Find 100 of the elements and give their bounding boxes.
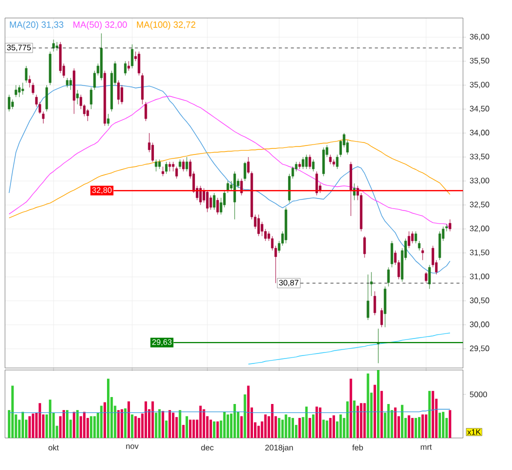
y-tick-label: 36,00 <box>470 34 490 40</box>
bar <box>292 418 294 438</box>
x-tick-label: nov <box>126 444 139 449</box>
bar <box>48 400 52 438</box>
bar <box>271 404 274 438</box>
bar <box>226 414 230 438</box>
candlestick <box>186 156 188 172</box>
bar <box>83 412 86 438</box>
candlestick <box>14 84 18 98</box>
bar <box>318 407 322 438</box>
candlestick <box>52 39 55 52</box>
candlestick <box>158 159 161 170</box>
ref-line-label: 32,80 <box>92 187 112 194</box>
candlestick <box>448 219 452 232</box>
bar <box>22 412 24 438</box>
candlestick <box>322 147 325 176</box>
candlestick <box>69 78 72 90</box>
y-tick-label: 29,50 <box>470 346 490 352</box>
candlestick <box>120 84 124 105</box>
bar <box>192 420 195 438</box>
bar <box>144 401 148 438</box>
candlestick <box>8 94 10 112</box>
y-tick-label: 33,50 <box>470 154 490 160</box>
bar <box>322 420 325 438</box>
bar <box>284 414 288 438</box>
x-tick-label: mrt <box>420 444 432 450</box>
bar <box>66 410 68 438</box>
candlestick <box>168 162 171 172</box>
candlestick <box>216 198 219 215</box>
text: x1K <box>467 429 481 435</box>
bar <box>72 412 76 438</box>
bar <box>308 418 312 438</box>
candlestick <box>199 186 202 206</box>
candlestick <box>244 162 246 182</box>
candlestick <box>117 80 120 105</box>
candlestick <box>144 102 148 122</box>
bar <box>154 412 158 438</box>
bar <box>182 424 185 438</box>
bar <box>212 421 216 438</box>
bar <box>80 416 82 438</box>
bar <box>380 390 383 438</box>
candlestick <box>421 248 424 260</box>
y-tick-label: 32,00 <box>470 226 490 232</box>
candlestick <box>329 154 332 164</box>
bar <box>414 418 418 438</box>
candlestick <box>428 264 431 290</box>
candlestick <box>302 156 304 170</box>
candlestick <box>22 82 24 95</box>
y-tick-label: 32,50 <box>470 202 490 208</box>
candlestick <box>366 274 370 320</box>
bar <box>90 416 92 438</box>
text: MA(50) 32,00 <box>73 21 127 30</box>
x-tick-label: okt <box>48 444 59 450</box>
candlestick <box>66 78 68 88</box>
candlestick <box>24 66 28 83</box>
bar <box>162 410 164 438</box>
bar <box>93 416 96 438</box>
ref-line-label: 35,775 <box>7 44 31 52</box>
bar <box>134 416 137 438</box>
bar <box>356 406 359 438</box>
bar <box>189 420 192 438</box>
bar <box>377 370 380 438</box>
x-tick-label: 2018jan <box>265 444 293 452</box>
y-tick-label: 5000 <box>470 392 488 398</box>
bar <box>104 402 106 438</box>
bar <box>62 410 66 438</box>
bar <box>117 410 120 438</box>
bar <box>124 408 127 438</box>
candlestick <box>86 108 89 122</box>
candlestick <box>130 44 134 69</box>
y-tick-label: 31,50 <box>470 250 490 256</box>
candlestick <box>56 42 58 51</box>
bar <box>186 416 188 438</box>
bar <box>353 400 356 438</box>
bar <box>350 378 352 438</box>
candlestick <box>206 190 209 212</box>
bar <box>130 414 134 438</box>
y-tick-label: 33,00 <box>470 178 490 184</box>
candlestick <box>424 272 428 283</box>
bar <box>305 406 308 438</box>
candlestick <box>175 166 178 179</box>
candlestick <box>162 166 164 176</box>
y-tick-label: 34,50 <box>470 106 490 112</box>
bar <box>329 418 332 438</box>
bar <box>326 420 328 438</box>
x-tick-label: dec <box>201 444 214 450</box>
bar <box>151 401 154 438</box>
bar <box>216 421 219 438</box>
candlestick <box>363 236 366 258</box>
bar <box>394 407 397 438</box>
candlestick <box>308 154 312 170</box>
candlestick <box>76 90 79 105</box>
candlestick <box>315 171 318 196</box>
y-tick-label: 31,00 <box>470 274 490 280</box>
bar <box>400 404 404 438</box>
bar <box>264 414 267 438</box>
bar <box>38 403 42 438</box>
ref-line-label: 29,63 <box>152 339 172 346</box>
bar <box>172 412 174 438</box>
bar <box>432 390 434 438</box>
